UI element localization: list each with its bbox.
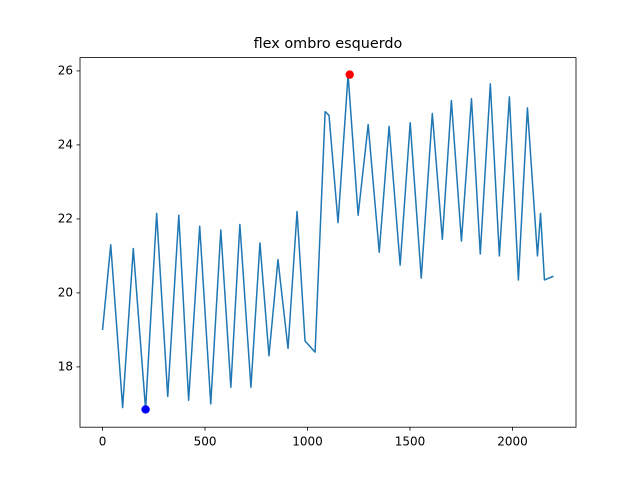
x-tick-label: 0 [99, 435, 107, 449]
x-tick-label: 2000 [497, 435, 528, 449]
y-tick-label: 18 [58, 359, 73, 373]
x-tick-label: 500 [194, 435, 217, 449]
x-tick-label: 1500 [395, 435, 426, 449]
y-tick-label: 24 [58, 137, 73, 151]
marker [345, 70, 354, 79]
y-tick-label: 22 [58, 211, 73, 225]
y-tick-label: 26 [58, 63, 73, 77]
x-tick-label: 1000 [292, 435, 323, 449]
marker [141, 405, 150, 414]
plot-frame [79, 57, 577, 428]
line-series [101, 73, 554, 411]
y-tick-label: 20 [58, 285, 73, 299]
chart-title: flex ombro esquerdo [254, 36, 403, 52]
